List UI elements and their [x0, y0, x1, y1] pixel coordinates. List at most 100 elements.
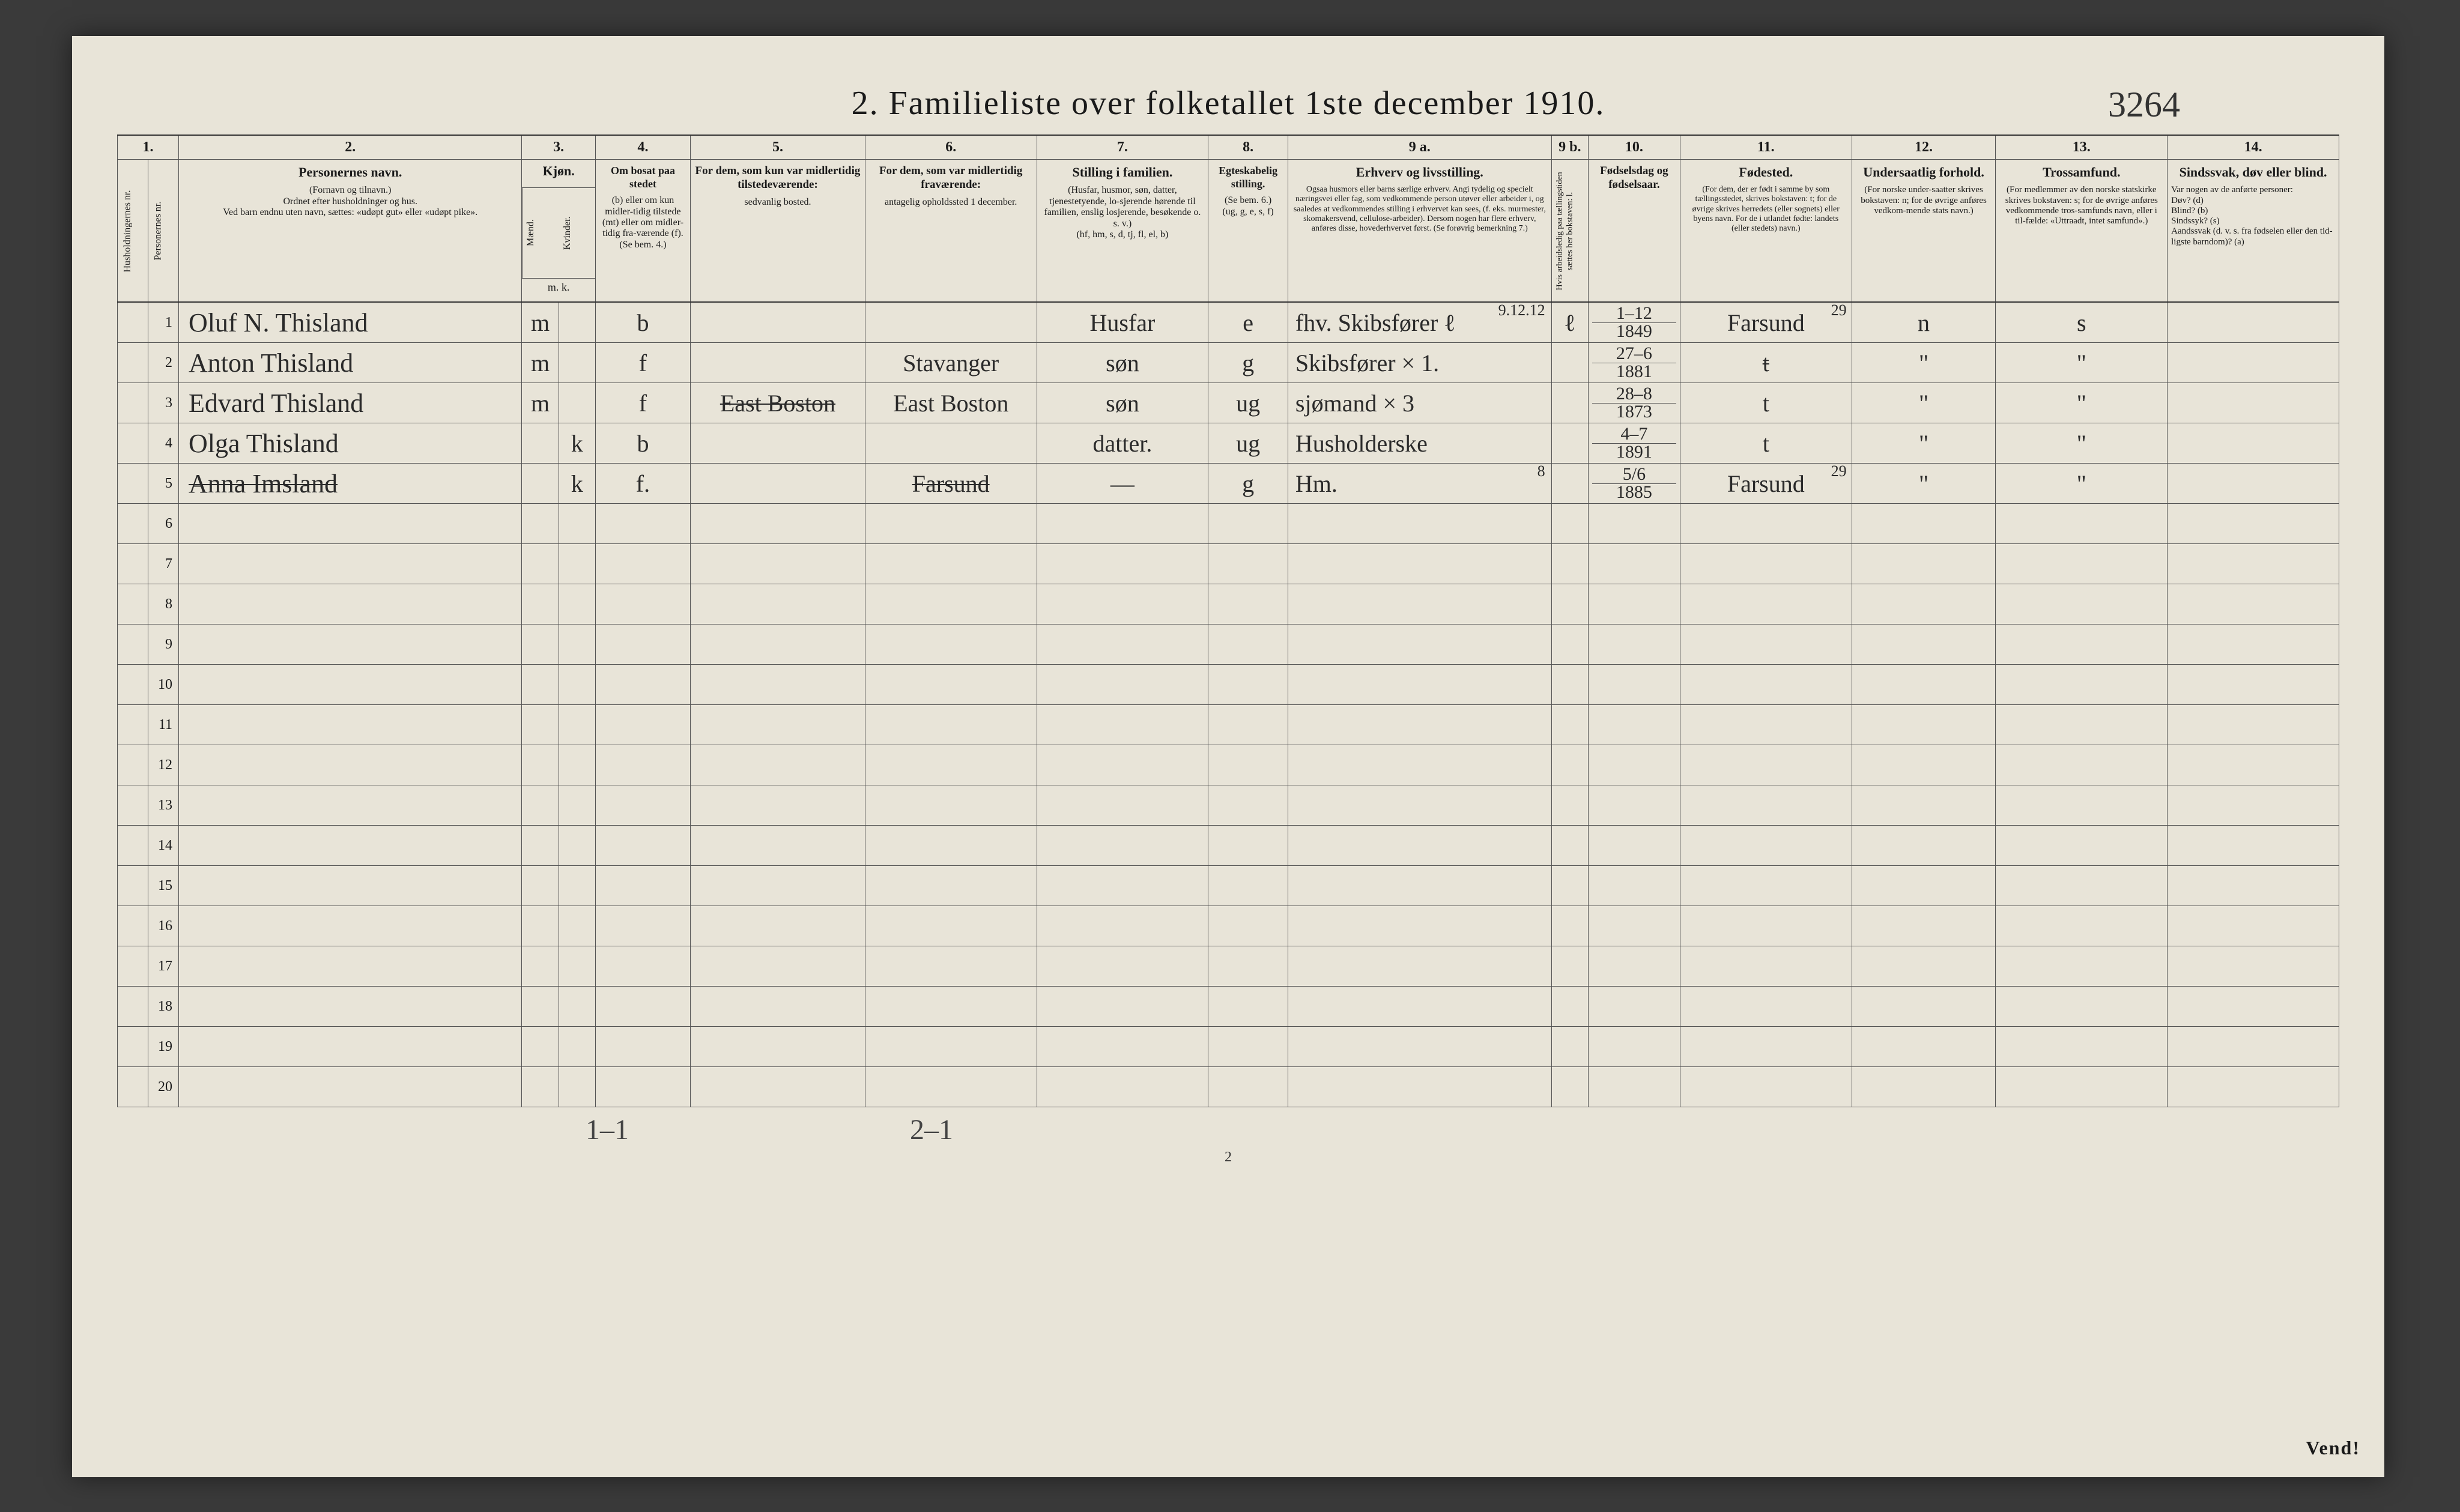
- cell-residence-status: b: [595, 423, 690, 464]
- table-row: 8: [118, 584, 2339, 624]
- cell-empty: [1680, 1067, 1852, 1107]
- cell-sex-m: m: [522, 302, 559, 343]
- cell-empty: [1288, 1067, 1551, 1107]
- cell-empty: [559, 826, 595, 866]
- cell-empty: [559, 785, 595, 826]
- cell-disability: [2168, 383, 2339, 423]
- cell-empty: [1852, 504, 1996, 544]
- cell-empty: [1288, 1027, 1551, 1067]
- header-sex: Kjøn. Mænd. Kvinder. m. k.: [522, 160, 595, 303]
- cell-religion: ": [1996, 423, 2168, 464]
- cell-empty: [2168, 544, 2339, 584]
- cell-empty: [522, 866, 559, 906]
- cell-empty: [179, 906, 522, 946]
- cell-empty: [1680, 946, 1852, 987]
- cell-empty: [179, 987, 522, 1027]
- cell-person-nr: 18: [148, 987, 179, 1027]
- cell-empty: [1852, 705, 1996, 745]
- cell-empty: [1680, 1027, 1852, 1067]
- table-row: 20: [118, 1067, 2339, 1107]
- cell-empty: [1208, 624, 1288, 665]
- header-unemployed: Hvis arbeidsledig paa tællingstiden sætt…: [1551, 160, 1588, 303]
- cell-empty: [691, 745, 865, 785]
- cell-disability: [2168, 343, 2339, 383]
- table-row: 19: [118, 1027, 2339, 1067]
- cell-empty: [1037, 705, 1208, 745]
- turn-page-label: Vend!: [2306, 1437, 2360, 1459]
- cell-person-nr: 13: [148, 785, 179, 826]
- cell-usual-residence: East Boston: [691, 383, 865, 423]
- cell-empty: [559, 946, 595, 987]
- cell-empty: [1852, 745, 1996, 785]
- cell-empty: [595, 544, 690, 584]
- cell-disability: [2168, 464, 2339, 504]
- cell-household-nr: [118, 785, 148, 826]
- cell-empty: [691, 544, 865, 584]
- bottom-annot-left: 1–1: [586, 1113, 629, 1146]
- cell-citizenship: ": [1852, 464, 1996, 504]
- cell-empty: [691, 624, 865, 665]
- cell-empty: [595, 1027, 690, 1067]
- cell-empty: [2168, 624, 2339, 665]
- header-disability: Sindssvak, døv eller blind. Var nogen av…: [2168, 160, 2339, 303]
- cell-empty: [2168, 745, 2339, 785]
- cell-empty: [1037, 987, 1208, 1027]
- cell-empty: [1852, 1027, 1996, 1067]
- cell-occupation: Hm.8: [1288, 464, 1551, 504]
- cell-empty: [865, 946, 1037, 987]
- cell-empty: [522, 826, 559, 866]
- cell-empty: [1551, 544, 1588, 584]
- cell-person-nr: 11: [148, 705, 179, 745]
- header-family-position: Stilling i familien. (Husfar, husmor, sø…: [1037, 160, 1208, 303]
- cell-empty: [1037, 504, 1208, 544]
- table-row: 13: [118, 785, 2339, 826]
- cell-empty: [1208, 906, 1288, 946]
- cell-empty: [1037, 584, 1208, 624]
- cell-person-nr: 20: [148, 1067, 179, 1107]
- cell-empty: [691, 826, 865, 866]
- cell-probable-location: East Boston: [865, 383, 1037, 423]
- cell-empty: [1551, 745, 1588, 785]
- header-household-nr: Husholdningernes nr.: [118, 160, 148, 303]
- cell-empty: [595, 987, 690, 1027]
- cell-empty: [595, 906, 690, 946]
- cell-empty: [1680, 705, 1852, 745]
- cell-empty: [1551, 624, 1588, 665]
- cell-empty: [179, 745, 522, 785]
- cell-empty: [691, 785, 865, 826]
- cell-birthplace: t: [1680, 343, 1852, 383]
- cell-empty: [1996, 584, 2168, 624]
- cell-marital-status: g: [1208, 343, 1288, 383]
- cell-residence-status: f.: [595, 464, 690, 504]
- cell-empty: [1037, 906, 1208, 946]
- cell-person-nr: 3: [148, 383, 179, 423]
- header-religion: Trossamfund. (For medlemmer av den norsk…: [1996, 160, 2168, 303]
- cell-empty: [522, 1027, 559, 1067]
- cell-household-nr: [118, 343, 148, 383]
- cell-religion: ": [1996, 343, 2168, 383]
- cell-unemployed: [1551, 423, 1588, 464]
- cell-person-nr: 6: [148, 504, 179, 544]
- cell-empty: [1852, 987, 1996, 1027]
- cell-empty: [865, 584, 1037, 624]
- cell-person-nr: 17: [148, 946, 179, 987]
- table-row: 1Oluf N. ThislandmbHusfarefhv. Skibsføre…: [118, 302, 2339, 343]
- cell-empty: [595, 624, 690, 665]
- cell-empty: [691, 906, 865, 946]
- cell-household-nr: [118, 302, 148, 343]
- cell-empty: [522, 946, 559, 987]
- cell-empty: [522, 544, 559, 584]
- cell-person-nr: 15: [148, 866, 179, 906]
- table-row: 10: [118, 665, 2339, 705]
- cell-empty: [2168, 1067, 2339, 1107]
- colnum-4: 4.: [595, 135, 690, 160]
- cell-household-nr: [118, 1027, 148, 1067]
- cell-empty: [1037, 544, 1208, 584]
- cell-empty: [522, 745, 559, 785]
- cell-empty: [1680, 665, 1852, 705]
- colnum-3: 3.: [522, 135, 595, 160]
- cell-empty: [179, 544, 522, 584]
- colnum-5: 5.: [691, 135, 865, 160]
- cell-empty: [691, 1067, 865, 1107]
- cell-empty: [595, 745, 690, 785]
